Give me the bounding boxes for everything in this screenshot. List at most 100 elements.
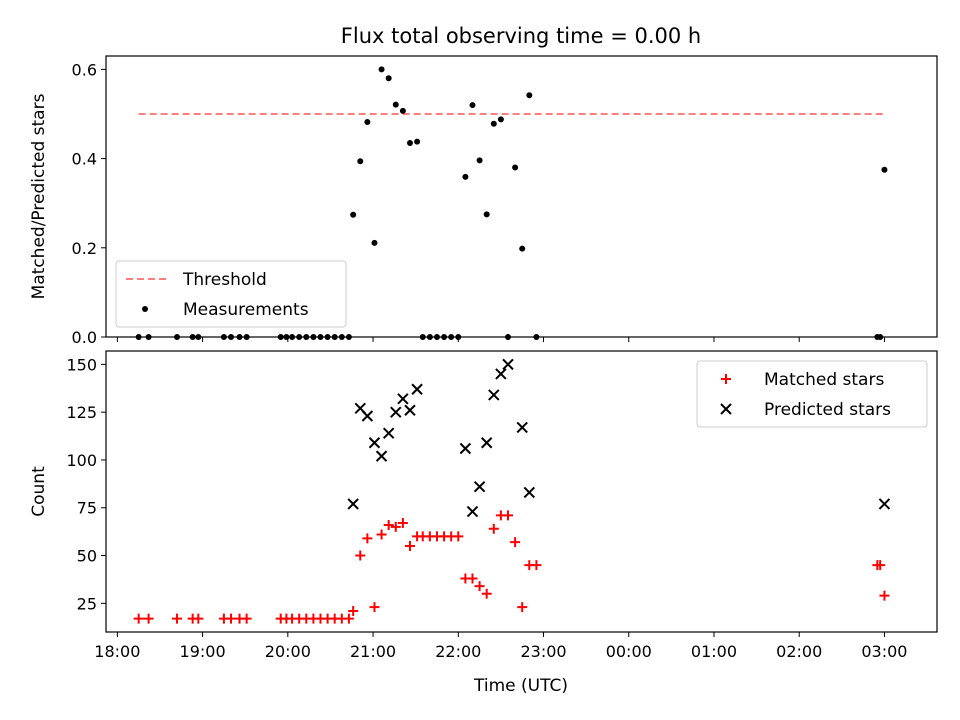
data-point xyxy=(385,75,392,82)
data-point xyxy=(390,406,402,418)
data-point xyxy=(390,521,401,532)
data-point xyxy=(459,442,472,455)
data-point xyxy=(172,613,183,624)
data-point xyxy=(523,486,536,499)
data-point xyxy=(483,211,490,218)
data-point xyxy=(411,383,423,395)
data-point xyxy=(495,368,507,380)
legend-label: Predicted stars xyxy=(764,400,891,420)
data-point xyxy=(399,107,406,114)
data-point xyxy=(414,138,421,145)
data-point xyxy=(133,613,144,624)
data-point xyxy=(378,66,385,73)
data-point xyxy=(512,164,519,171)
legend-swatch xyxy=(720,403,732,415)
x-tick-label: 19:00 xyxy=(180,642,226,661)
y-tick-label: 0.2 xyxy=(72,239,97,258)
data-point xyxy=(355,550,366,561)
data-point xyxy=(368,437,381,449)
legend-swatch xyxy=(721,374,731,384)
data-point xyxy=(143,613,154,624)
data-point xyxy=(466,505,479,518)
axes-frame xyxy=(105,55,938,338)
data-point xyxy=(469,102,476,109)
y-tick-label: 0.0 xyxy=(72,328,97,347)
legend-swatch xyxy=(142,306,148,312)
legend-box xyxy=(696,360,928,428)
data-point xyxy=(497,116,504,123)
data-point xyxy=(881,166,888,173)
x-tick-label: 20:00 xyxy=(265,642,311,661)
data-point xyxy=(397,393,409,405)
x-tick-label: 23:00 xyxy=(520,642,566,661)
data-point xyxy=(362,533,373,544)
y-tick-label: 100 xyxy=(66,451,97,470)
data-point xyxy=(383,519,394,530)
data-point xyxy=(364,119,371,126)
data-point xyxy=(361,410,374,422)
data-point xyxy=(488,389,500,401)
data-point xyxy=(397,518,408,529)
data-point xyxy=(480,437,493,449)
data-point xyxy=(376,529,387,540)
data-point xyxy=(241,613,252,624)
x-tick-label: 03:00 xyxy=(861,642,907,661)
y-tick-label: 0.4 xyxy=(72,150,97,169)
data-point xyxy=(473,481,486,493)
data-point xyxy=(510,537,521,548)
y-tick-label: 25 xyxy=(77,594,97,613)
x-tick-label: 02:00 xyxy=(776,642,822,661)
data-point xyxy=(369,602,380,613)
data-point xyxy=(193,613,204,624)
figure-title: Flux total observing time = 0.00 h xyxy=(341,24,701,48)
legend: Threshold Measurements xyxy=(115,260,347,328)
count-panel: 25 50 75 100 125 150 18:00 19:00 20:00 21:00 22:00… xyxy=(29,350,938,661)
data-point xyxy=(481,588,492,599)
data-point xyxy=(343,613,354,624)
legend-box xyxy=(115,260,347,328)
data-point xyxy=(531,560,542,571)
data-point xyxy=(404,404,416,416)
ratio-panel: 0.0 0.2 0.4 0.6 Matched/Predicted stars Thres… xyxy=(29,55,938,347)
data-point xyxy=(347,498,359,510)
data-point xyxy=(375,450,388,462)
data-point xyxy=(462,173,469,180)
data-point xyxy=(878,498,891,510)
data-point xyxy=(488,523,499,534)
data-point xyxy=(502,358,514,371)
data-point xyxy=(348,605,359,616)
data-point xyxy=(526,92,533,99)
legend-label: Threshold xyxy=(182,270,267,290)
x-tick-label: 21:00 xyxy=(350,642,396,661)
data-point xyxy=(371,239,378,246)
y-tick-label: 75 xyxy=(77,499,97,518)
series-predicted-stars xyxy=(347,358,891,518)
data-point xyxy=(516,421,528,434)
data-point xyxy=(476,157,483,164)
data-point xyxy=(519,245,526,252)
data-point xyxy=(490,120,497,127)
data-point xyxy=(382,427,395,439)
data-point xyxy=(503,510,514,521)
data-point xyxy=(875,560,886,571)
x-axis-label: Time (UTC) xyxy=(473,676,568,696)
legend: Matched stars Predicted stars xyxy=(696,360,928,428)
x-tick-label: 18:00 xyxy=(94,642,140,661)
data-point xyxy=(453,531,464,542)
legend-label: Measurements xyxy=(183,300,309,320)
data-point xyxy=(406,139,413,146)
x-tick-label: 00:00 xyxy=(606,642,652,661)
x-tick-label: 22:00 xyxy=(435,642,481,661)
data-point xyxy=(517,602,528,613)
axes-frame xyxy=(105,350,938,633)
y-axis-label: Matched/Predicted stars xyxy=(29,93,49,299)
data-point xyxy=(404,540,415,551)
y-tick-label: 150 xyxy=(66,355,97,374)
data-point xyxy=(350,211,357,218)
y-tick-label: 125 xyxy=(66,403,97,422)
data-point xyxy=(879,590,890,601)
data-point xyxy=(357,158,364,165)
data-point xyxy=(474,581,485,592)
